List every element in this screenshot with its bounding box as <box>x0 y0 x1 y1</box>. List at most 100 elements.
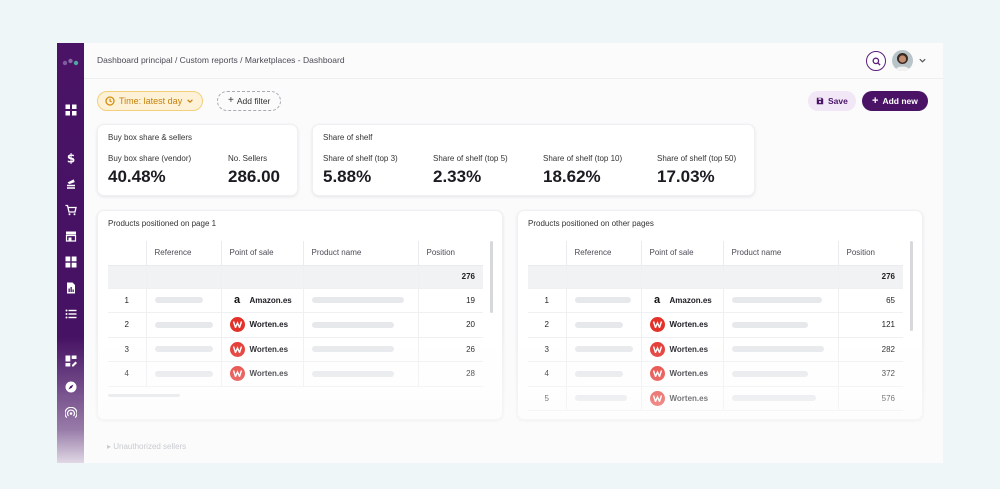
position-cell: 20 <box>418 312 483 338</box>
product-name-cell <box>723 288 839 313</box>
kpi-label: No. Sellers <box>228 154 268 163</box>
kpi-label: Share of shelf (top 5) <box>433 154 508 163</box>
save-button[interactable]: Save <box>808 91 856 111</box>
point-of-sale-cell[interactable]: Worten.es <box>641 361 724 387</box>
total-value: 276 <box>838 265 903 289</box>
table-row[interactable]: 3 Worten.es 26 <box>108 337 483 362</box>
point-of-sale-name: Worten.es <box>669 369 709 379</box>
add-filter-button[interactable]: + Add filter <box>217 91 282 111</box>
table-header-row: Reference Point of sale Product name Pos… <box>108 241 483 266</box>
file-chart-icon <box>66 282 75 293</box>
row-index: 1 <box>108 288 147 313</box>
point-of-sale-cell[interactable]: a Amazon.es <box>221 288 304 313</box>
sidebar-item-grid[interactable] <box>64 103 77 116</box>
loading-placeholder <box>574 297 631 304</box>
position-cell: 65 <box>838 288 903 313</box>
vertical-scrollbar[interactable] <box>490 241 493 313</box>
table-row[interactable]: 2 Worten.es 121 <box>528 312 903 338</box>
table-row[interactable]: 3 Worten.es 282 <box>528 337 903 362</box>
add-filter-label: Add filter <box>236 96 271 106</box>
horizontal-scrollbar[interactable] <box>108 394 180 397</box>
sidebar-item-list[interactable] <box>64 307 77 320</box>
table-row[interactable]: 4 Worten.es 372 <box>528 361 903 387</box>
chevron-down-icon[interactable] <box>918 56 927 65</box>
reference-cell <box>566 337 642 362</box>
column-header-position[interactable]: Position <box>838 241 903 266</box>
loading-placeholder <box>731 297 822 304</box>
column-header-position[interactable]: Position <box>418 241 483 266</box>
page1-products-card: Products positioned on page 1 Reference … <box>97 210 503 420</box>
share-of-shelf-card: Share of shelf Share of shelf (top 3) 5.… <box>312 124 755 196</box>
product-name-cell <box>303 288 419 313</box>
table-row[interactable]: 1 a Amazon.es 65 <box>528 288 903 313</box>
sidebar-item-layers[interactable] <box>64 177 77 190</box>
column-header[interactable] <box>108 241 147 266</box>
column-header-point-of-sale[interactable]: Point of sale <box>641 241 724 266</box>
card-title: Share of shelf <box>323 133 373 142</box>
broadcast-icon <box>64 406 77 418</box>
loading-placeholder <box>574 321 623 328</box>
position-cell: 26 <box>418 337 483 362</box>
table-row[interactable]: 4 Worten.es 28 <box>108 361 483 387</box>
sidebar-item-reports[interactable] <box>64 281 77 294</box>
sidebar-item-apps[interactable] <box>64 255 77 268</box>
kpi-label: Share of shelf (top 10) <box>543 154 623 163</box>
column-header-reference[interactable]: Reference <box>146 241 222 266</box>
point-of-sale-cell[interactable]: a Amazon.es <box>641 288 724 313</box>
add-new-button[interactable]: + Add new <box>862 91 928 111</box>
avatar[interactable] <box>892 50 913 71</box>
point-of-sale-name: Worten.es <box>249 369 289 379</box>
column-header-product-name[interactable]: Product name <box>303 241 419 266</box>
column-header-point-of-sale[interactable]: Point of sale <box>221 241 304 266</box>
row-index: 1 <box>528 288 567 313</box>
sidebar-item-cart[interactable] <box>64 203 77 216</box>
clock-icon <box>105 96 115 106</box>
point-of-sale-cell[interactable]: Worten.es <box>221 337 304 362</box>
position-cell: 28 <box>418 361 483 387</box>
point-of-sale-cell[interactable]: Worten.es <box>221 361 304 387</box>
top-bar: Dashboard principal / Custom reports / M… <box>84 43 943 79</box>
table-row[interactable]: 1 a Amazon.es 19 <box>108 288 483 313</box>
point-of-sale-cell[interactable]: Worten.es <box>641 337 724 362</box>
table-body: 276 1 a Amazon.es 65 2 Worten.es 121 3 Worten.es… <box>528 265 903 411</box>
unauthorized-sellers-section-title[interactable]: ▸ Unauthorized sellers <box>107 442 187 451</box>
search-icon <box>871 56 881 66</box>
kpi-label: Share of shelf (top 3) <box>323 154 398 163</box>
vertical-scrollbar[interactable] <box>910 241 913 331</box>
column-header-product-name[interactable]: Product name <box>723 241 839 266</box>
point-of-sale-cell[interactable]: Worten.es <box>641 386 724 411</box>
table-row[interactable]: 5 Worten.es 576 <box>528 386 903 411</box>
sidebar-item-broadcast[interactable] <box>64 406 77 419</box>
point-of-sale-name: Amazon.es <box>669 295 712 305</box>
time-filter[interactable]: Time: latest day <box>97 91 204 111</box>
svg-text:$: $ <box>66 152 74 164</box>
column-header[interactable] <box>528 241 567 266</box>
main-content: Dashboard principal / Custom reports / M… <box>84 43 943 463</box>
loading-placeholder <box>311 297 404 304</box>
loading-placeholder <box>311 321 394 328</box>
kpi-label: Share of shelf (top 50) <box>657 154 737 163</box>
breadcrumb[interactable]: Dashboard principal / Custom reports / M… <box>97 55 345 65</box>
loading-placeholder <box>731 321 808 328</box>
point-of-sale-name: Worten.es <box>669 393 709 403</box>
point-of-sale-name: Worten.es <box>249 320 289 330</box>
point-of-sale-cell[interactable]: Worten.es <box>221 312 304 338</box>
loading-placeholder <box>574 370 623 377</box>
search-button[interactable] <box>866 51 886 71</box>
position-cell: 121 <box>838 312 903 338</box>
total-value: 276 <box>418 265 483 289</box>
sidebar-item-store[interactable] <box>64 229 77 242</box>
table-row[interactable]: 2 Worten.es 20 <box>108 312 483 338</box>
table-total-row: 276 <box>108 265 483 289</box>
worten-logo-icon <box>649 341 665 357</box>
point-of-sale-name: Worten.es <box>249 344 289 354</box>
column-header-reference[interactable]: Reference <box>566 241 642 266</box>
brand-logo[interactable] <box>62 57 79 67</box>
sidebar-item-revenue[interactable]: $ <box>64 151 77 164</box>
worten-logo-icon <box>649 317 665 333</box>
product-name-cell <box>723 337 839 362</box>
cart-icon <box>65 204 77 215</box>
point-of-sale-cell[interactable]: Worten.es <box>641 312 724 338</box>
sidebar-item-dashboard-edit[interactable] <box>64 354 77 367</box>
sidebar-item-explore[interactable] <box>64 380 77 393</box>
